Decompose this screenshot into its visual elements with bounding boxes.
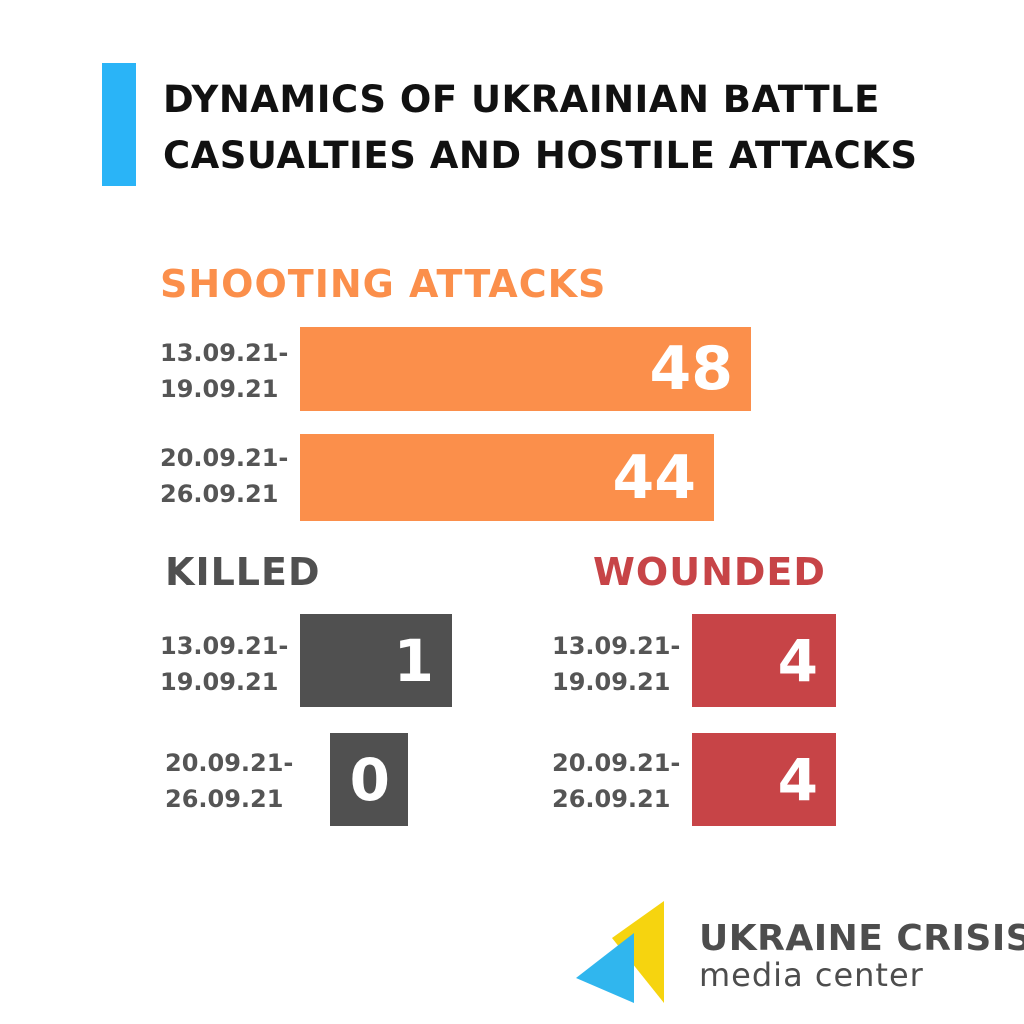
logo-name: UKRAINE CRISIS [699, 918, 1024, 959]
wounded-period-2-end: 26.09.21 [552, 785, 671, 813]
shooting-attacks-title: SHOOTING ATTACKS [160, 262, 607, 306]
wounded-bar-1: 4 [692, 614, 836, 707]
wounded-bar-1-value: 4 [777, 626, 818, 695]
shooting-bar-1-value: 48 [649, 334, 734, 404]
page-title: DYNAMICS OF UKRAINIAN BATTLE CASUALTIES … [163, 72, 1003, 184]
wounded-period-1-start: 13.09.21- [552, 632, 681, 660]
killed-bar-2-value: 0 [349, 745, 390, 814]
killed-bar-1: 1 [300, 614, 452, 707]
wounded-period-1-end: 19.09.21 [552, 668, 671, 696]
killed-bar-2: 0 [330, 733, 408, 826]
shooting-bar-2-value: 44 [612, 442, 697, 513]
wounded-period-2-label: 20.09.21- 26.09.21 [552, 745, 680, 817]
killed-period-2-end: 26.09.21 [165, 785, 284, 813]
shooting-period-2-start: 20.09.21- [160, 444, 289, 472]
wounded-period-2-start: 20.09.21- [552, 749, 681, 777]
wounded-bar-2-value: 4 [777, 745, 818, 814]
shooting-period-2-label: 20.09.21- 26.09.21 [160, 440, 288, 512]
shooting-period-1-start: 13.09.21- [160, 339, 289, 367]
wounded-period-1-label: 13.09.21- 19.09.21 [552, 628, 680, 700]
killed-bar-1-value: 1 [393, 626, 434, 695]
shooting-bar-1: 48 [300, 327, 751, 411]
logo-blue-triangle [576, 933, 634, 1003]
shooting-period-2-end: 26.09.21 [160, 480, 279, 508]
shooting-period-1-end: 19.09.21 [160, 375, 279, 403]
killed-period-1-end: 19.09.21 [160, 668, 279, 696]
ukraine-crisis-logo-icon [576, 901, 664, 1003]
page-title-line-1: DYNAMICS OF UKRAINIAN BATTLE [163, 78, 880, 121]
killed-period-1-label: 13.09.21- 19.09.21 [160, 628, 288, 700]
title-accent-bar [102, 63, 136, 186]
page-title-line-2: CASUALTIES AND HOSTILE ATTACKS [163, 134, 918, 177]
wounded-title: WOUNDED [593, 550, 826, 594]
killed-period-2-start: 20.09.21- [165, 749, 294, 777]
killed-title: KILLED [165, 550, 321, 594]
logo-subtitle: media center [699, 956, 924, 994]
killed-period-1-start: 13.09.21- [160, 632, 289, 660]
shooting-period-1-label: 13.09.21- 19.09.21 [160, 335, 288, 407]
killed-period-2-label: 20.09.21- 26.09.21 [165, 745, 293, 817]
logo-yellow-triangle [612, 901, 664, 1003]
wounded-bar-2: 4 [692, 733, 836, 826]
shooting-bar-2: 44 [300, 434, 714, 521]
